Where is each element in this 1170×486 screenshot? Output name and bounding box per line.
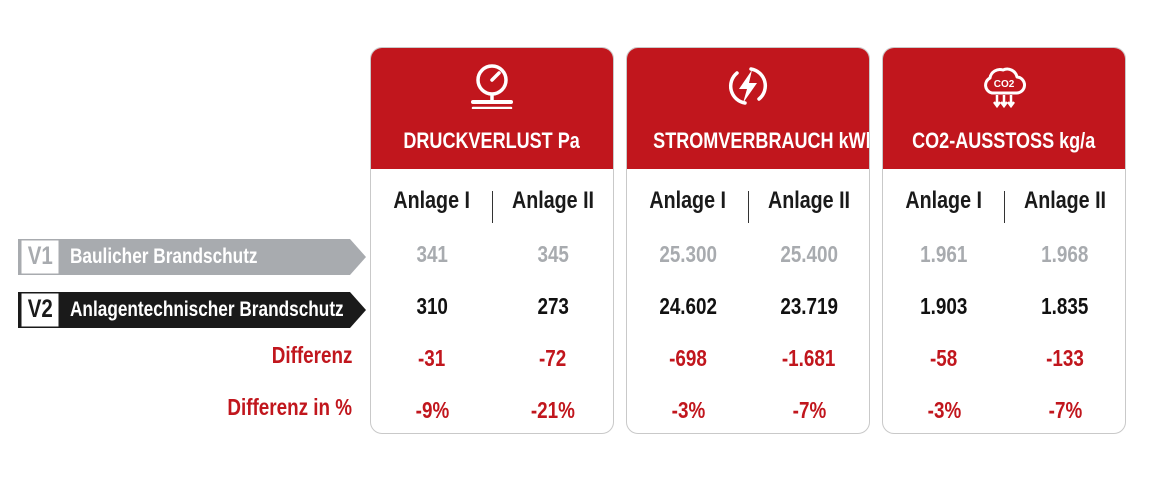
diff-value-anlage-1: -31 <box>418 345 446 371</box>
row-label-differenz: Differenz <box>271 342 352 368</box>
metric-card-stromverbrauch: STROMVERBRAUCH kWh/a Anlage I Anlage II … <box>626 47 870 434</box>
pct-value-anlage-1: -3% <box>671 397 705 423</box>
v2-value-anlage-2: 273 <box>537 293 569 319</box>
diff-value-anlage-2: -1.681 <box>782 345 836 371</box>
v1-value-anlage-2: 1.968 <box>1041 241 1089 267</box>
v2-label-arrow <box>18 292 366 328</box>
diff-value-anlage-2: -133 <box>1046 345 1084 371</box>
svg-text:CO2: CO2 <box>994 79 1015 90</box>
diff-value-anlage-2: -72 <box>539 345 567 371</box>
metric-card-co2: CO2 CO2-AUSSTOSS kg/a Anlage I Anlage II… <box>882 47 1126 434</box>
lightning-icon <box>728 67 768 105</box>
card-title: CO2-AUSSTOSS kg/a <box>912 128 1096 153</box>
v2-label: Anlagentechnischer Brandschutz <box>70 298 344 321</box>
card-title: DRUCKVERLUST Pa <box>403 128 581 153</box>
v2-value-anlage-1: 310 <box>416 293 448 319</box>
col-header-anlage-2: Anlage II <box>767 187 851 214</box>
v2-value-anlage-1: 1.903 <box>920 293 968 319</box>
diff-value-anlage-1: -698 <box>669 345 707 371</box>
diff-value-anlage-1: -58 <box>930 345 958 371</box>
card-header: DRUCKVERLUST Pa <box>371 48 613 169</box>
pct-value-anlage-2: -7% <box>792 397 826 423</box>
v1-value-anlage-2: 345 <box>537 241 569 267</box>
col-header-anlage-1: Anlage I <box>905 187 983 214</box>
column-divider <box>748 191 749 223</box>
row-label-v2: V2 Anlagentechnischer Brandschutz <box>0 292 370 328</box>
column-divider <box>492 191 493 223</box>
metric-card-druckverlust: DRUCKVERLUST Pa Anlage I Anlage II 341 3… <box>370 47 614 434</box>
col-header-anlage-1: Anlage I <box>649 187 727 214</box>
card-header: STROMVERBRAUCH kWh/a <box>627 48 869 169</box>
card-title: STROMVERBRAUCH kWh/a <box>653 128 870 153</box>
v2-badge: V2 <box>27 295 53 323</box>
row-label-differenz-pct: Differenz in % <box>227 394 352 420</box>
pct-value-anlage-2: -21% <box>530 397 576 423</box>
card-header: CO2 CO2-AUSSTOSS kg/a <box>883 48 1125 169</box>
column-divider <box>1004 191 1005 223</box>
pressure-gauge-icon <box>471 64 513 109</box>
col-header-anlage-2: Anlage II <box>1023 187 1107 214</box>
v2-value-anlage-2: 1.835 <box>1041 293 1089 319</box>
v1-label-arrow <box>18 239 366 275</box>
row-label-v1: V1 Baulicher Brandschutz <box>0 239 370 275</box>
col-header-anlage-1: Anlage I <box>393 187 471 214</box>
v1-value-anlage-2: 25.400 <box>780 241 838 267</box>
pct-value-anlage-1: -9% <box>415 397 449 423</box>
col-header-anlage-2: Anlage II <box>511 187 595 214</box>
v1-badge: V1 <box>27 242 53 270</box>
v2-value-anlage-2: 23.719 <box>780 293 838 319</box>
pct-value-anlage-2: -7% <box>1048 397 1082 423</box>
co2-cloud-icon: CO2 <box>984 67 1026 109</box>
v2-value-anlage-1: 24.602 <box>659 293 717 319</box>
v1-value-anlage-1: 341 <box>416 241 448 267</box>
pct-value-anlage-1: -3% <box>927 397 961 423</box>
v1-value-anlage-1: 1.961 <box>920 241 968 267</box>
v1-value-anlage-1: 25.300 <box>659 241 717 267</box>
v1-label: Baulicher Brandschutz <box>70 245 258 268</box>
